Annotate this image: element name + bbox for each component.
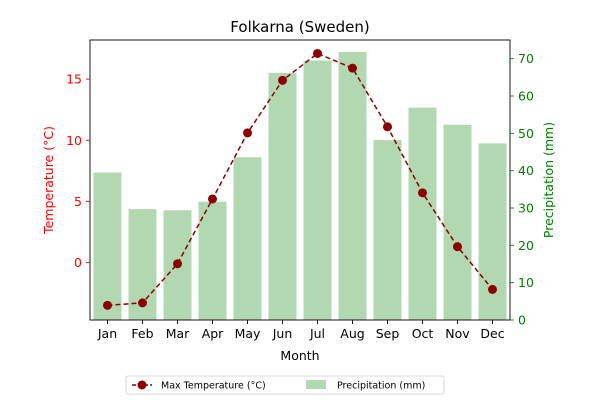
x-tick-label: Dec (480, 326, 504, 341)
temperature-point-dec (488, 284, 497, 294)
temperature-point-jun (278, 75, 287, 85)
temperature-point-apr (208, 194, 217, 204)
legend-frame (125, 375, 445, 395)
temperature-point-jul (313, 48, 322, 58)
temperature-tick-label: 0 (74, 255, 82, 270)
legend: Max Temperature (°C) Precipitation (mm) (125, 375, 445, 395)
legend-temperature-label: Max Temperature (°C) (161, 381, 266, 392)
x-tick-label: Jul (309, 326, 325, 341)
precipitation-tick-label: 20 (518, 238, 534, 253)
precipitation-tick-label: 40 (518, 163, 534, 178)
precipitation-bar-nov (443, 124, 472, 320)
precipitation-bar-jul (303, 60, 332, 320)
precipitation-bar-jan (93, 172, 122, 320)
temperature-point-may (243, 128, 252, 138)
temperature-point-mar (173, 259, 182, 269)
precipitation-bar-apr (198, 201, 227, 320)
x-tick-label: Apr (202, 326, 224, 341)
temperature-point-nov (453, 242, 462, 252)
x-tick-label: May (235, 326, 261, 341)
x-tick-label: Oct (412, 326, 434, 341)
temperature-line (103, 48, 497, 310)
legend-precipitation-label: Precipitation (mm) (337, 381, 425, 392)
plot-frame (89, 39, 511, 321)
temperature-series-line (107, 52, 494, 307)
precipitation-tick-label: 10 (518, 275, 534, 290)
temperature-point-sep (383, 122, 392, 132)
x-tick-label: Jun (272, 326, 293, 341)
precipitation-tick-label: 0 (518, 313, 526, 328)
x-tick-label: Sep (376, 326, 400, 341)
precipitation-bar-sep (373, 140, 402, 320)
temperature-tick-label: 10 (66, 133, 82, 148)
precipitation-tick-label: 30 (518, 201, 534, 216)
precipitation-bar-jun (268, 72, 297, 320)
precipitation-axis-label: Precipitation (mm) (541, 122, 556, 238)
precipitation-bar-oct (408, 107, 437, 320)
x-tick-label: Mar (166, 326, 190, 341)
precipitation-bar-aug (338, 51, 367, 320)
x-tick-label: Aug (340, 326, 364, 341)
legend-temperature-marker (137, 380, 147, 390)
temperature-point-oct (418, 188, 427, 198)
precipitation-bars (93, 51, 507, 320)
x-tick-label: Nov (445, 326, 470, 341)
x-axis-label: Month (280, 348, 319, 363)
temperature-point-jan (103, 300, 112, 310)
temperature-axis-label: Temperature (°C) (41, 126, 56, 235)
precipitation-tick-label: 60 (518, 89, 534, 104)
precipitation-tick-label: 50 (518, 126, 534, 141)
axes: Jan Feb Mar Apr May Jun Jul Aug Sep Oct Nov Dec 0 5 10… (66, 39, 534, 341)
temperature-tick-label: 15 (66, 72, 82, 87)
precipitation-bar-may (233, 157, 262, 320)
chart-title: Folkarna (Sweden) (230, 18, 369, 36)
x-tick-label: Feb (131, 326, 153, 341)
temperature-point-feb (138, 298, 147, 308)
temperature-point-aug (348, 63, 357, 73)
precipitation-tick-label: 70 (518, 51, 534, 66)
temperature-tick-label: 5 (74, 194, 82, 209)
legend-precipitation-swatch (306, 380, 326, 389)
x-tick-label: Jan (97, 326, 117, 341)
